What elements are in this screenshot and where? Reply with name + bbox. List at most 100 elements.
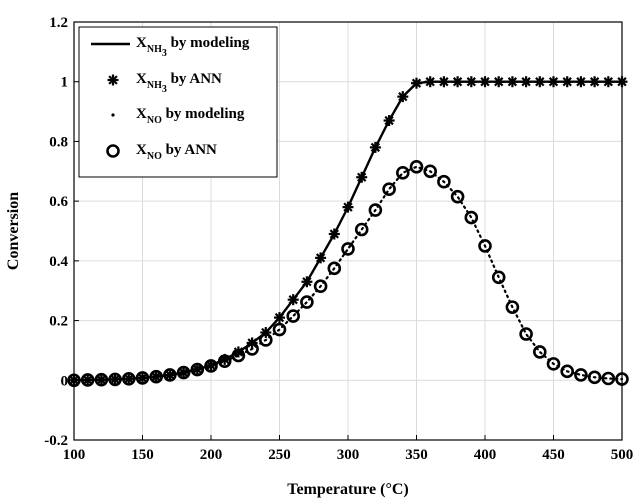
x-tick-label: 500: [611, 447, 634, 463]
data-point-no-ann: [560, 364, 575, 379]
data-point-no-ann: [163, 368, 177, 382]
legend-label: XNH3 by ANN: [136, 71, 222, 95]
data-point-nh3-ann: [342, 201, 354, 213]
legend-label: XNH3 by modeling: [136, 35, 250, 59]
y-tick-label: -0.2: [44, 433, 68, 449]
series-2: [72, 165, 624, 382]
data-point-no-ann: [258, 333, 273, 347]
data-point-nh3-ann: [397, 91, 409, 103]
y-tick-label: 1: [61, 75, 69, 91]
data-point-no-ann: [409, 160, 424, 174]
data-point-nh3-ann: [479, 76, 491, 88]
series-line-no-modeling: [72, 165, 624, 382]
data-point-no-ann: [464, 210, 479, 225]
x-tick-label: 300: [337, 447, 360, 463]
data-point-no-ann: [382, 182, 396, 196]
data-point-nh3-ann: [274, 312, 285, 324]
data-point-no-ann: [437, 174, 451, 189]
series: [67, 76, 629, 388]
data-point-no-ann: [204, 359, 218, 373]
data-point-no-ann: [601, 371, 616, 386]
legend-swatch: [107, 74, 119, 86]
data-point-nh3-ann: [164, 369, 176, 381]
data-point-nh3-ann: [356, 171, 368, 183]
data-point-nh3-ann: [465, 76, 477, 88]
data-point-nh3-ann: [589, 76, 601, 88]
data-point-nh3-ann: [561, 76, 573, 88]
y-axis-label: Conversion: [5, 192, 22, 270]
legend-item-2: XNO by modeling: [111, 106, 245, 126]
y-tick-label: 0.4: [49, 254, 68, 270]
data-point-no-ann: [423, 164, 438, 179]
data-point-nh3-ann: [452, 76, 464, 88]
data-point-nh3-ann: [534, 76, 546, 88]
data-point-nh3-ann: [548, 76, 559, 88]
data-point-nh3-ann: [315, 252, 327, 264]
data-point-nh3-ann: [328, 228, 340, 240]
legend-item-0: XNH3 by modeling: [91, 35, 250, 59]
series-3: [67, 160, 629, 388]
data-point-nh3-ann: [369, 141, 381, 153]
data-point-no-ann: [615, 372, 629, 386]
y-tick-label: 1.2: [49, 15, 68, 31]
data-point-no-ann: [327, 261, 342, 276]
data-point-no-ann: [546, 357, 561, 371]
x-tick-label: 250: [268, 447, 291, 463]
data-point-nh3-ann: [520, 76, 532, 88]
data-point-no-ann: [491, 270, 506, 285]
data-point-no-ann: [505, 300, 520, 314]
ticks: 100 150 200 250 300 350 400 450 500 -0.2 0 0.2 0.4 0.…: [44, 15, 633, 463]
x-tick-label: 400: [474, 447, 497, 463]
x-tick-label: 150: [131, 447, 154, 463]
data-point-no-ann: [341, 242, 355, 256]
data-point-no-ann: [231, 348, 246, 363]
data-point-no-ann: [190, 362, 205, 377]
data-point-no-ann: [272, 322, 287, 337]
y-tick-label: 0.2: [49, 314, 68, 330]
data-point-nh3-ann: [493, 76, 505, 88]
x-tick-label: 200: [200, 447, 223, 463]
legend-swatch: [111, 113, 115, 117]
data-point-no-ann: [80, 373, 95, 387]
data-point-no-ann: [574, 368, 588, 382]
data-point-no-ann: [450, 189, 465, 204]
data-point-no-ann: [122, 371, 136, 386]
data-point-nh3-ann: [301, 276, 313, 288]
y-tick-label: 0: [61, 373, 69, 389]
data-point-no-ann: [313, 279, 328, 294]
data-point-no-ann: [135, 371, 150, 385]
data-point-nh3-ann: [287, 294, 299, 306]
data-point-nh3-ann: [411, 77, 422, 89]
data-point-no-ann: [300, 295, 314, 309]
data-point-no-ann: [395, 165, 410, 180]
data-point-no-ann: [478, 239, 492, 253]
legend-item-1: XNH3 by ANN: [107, 71, 222, 95]
x-tick-label: 350: [405, 447, 428, 463]
x-axis-label: Temperature (°C): [287, 481, 408, 498]
legend-item-3: XNO by ANN: [106, 142, 217, 162]
data-point-nh3-ann: [575, 76, 587, 88]
data-point-no-ann: [587, 370, 602, 385]
data-point-nh3-ann: [616, 76, 628, 88]
legend-box: [78, 26, 278, 178]
legend: XNH3 by modeling XNH3 by ANN XNO by modeli…: [78, 26, 278, 178]
data-point-nh3-ann: [424, 76, 436, 88]
data-point-no-ann: [245, 342, 259, 356]
data-point-no-ann: [519, 327, 533, 341]
data-point-nh3-ann: [82, 374, 94, 386]
data-point-no-ann: [286, 309, 301, 323]
legend-label: XNO by modeling: [136, 106, 245, 126]
x-tick-label: 100: [63, 447, 86, 463]
data-point-no-ann: [67, 373, 81, 388]
data-point-no-ann: [217, 354, 232, 368]
y-tick-label: 0.6: [49, 194, 68, 210]
data-point-no-ann: [108, 372, 122, 387]
data-point-nh3-ann: [438, 76, 450, 88]
data-point-no-ann: [176, 365, 191, 380]
data-point-nh3-ann: [383, 115, 395, 127]
legend-swatch: [106, 144, 120, 158]
data-point-no-ann: [368, 203, 383, 217]
y-tick-label: 0.8: [49, 134, 68, 150]
data-point-no-ann: [94, 372, 109, 387]
